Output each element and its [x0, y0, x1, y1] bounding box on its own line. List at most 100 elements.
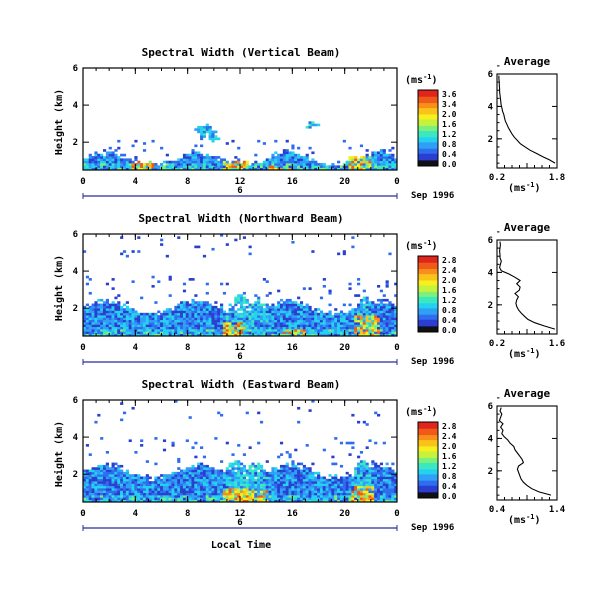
heatmap-cell [299, 499, 304, 503]
heatmap-cell [265, 310, 269, 314]
heatmap-cell [282, 158, 286, 162]
heatmap-cell [100, 298, 104, 302]
heatmap-cell [342, 483, 346, 487]
heatmap-cell [299, 326, 304, 330]
heatmap-cell [148, 483, 152, 487]
heatmap-cell [359, 331, 364, 334]
heatmap-cell [154, 319, 158, 323]
heatmap-cell [165, 490, 169, 494]
heatmap-cell [377, 488, 381, 491]
heatmap-cell [157, 490, 161, 494]
colorbar-swatch [418, 485, 438, 487]
heatmap-cell [348, 156, 352, 159]
heatmap-cell [142, 490, 147, 494]
heatmap-cell [111, 153, 115, 157]
heatmap-cell [311, 331, 315, 334]
heatmap-cell [294, 481, 298, 484]
heatmap-cell [128, 315, 132, 318]
heatmap-cell [245, 163, 249, 166]
heatmap-cell [205, 165, 209, 168]
heatmap-cell [85, 167, 89, 171]
heatmap-cell [305, 312, 309, 316]
heatmap-cell [328, 317, 332, 321]
heatmap-cell [205, 497, 209, 500]
heatmap-cell [274, 471, 278, 475]
heatmap-cell [291, 476, 295, 480]
heatmap-cell [94, 151, 98, 155]
heatmap-cell [302, 485, 306, 489]
heatmap-cell [265, 303, 269, 307]
heatmap-cell [282, 163, 286, 166]
heatmap-cell [105, 331, 109, 334]
heatmap-cell [248, 469, 252, 473]
heatmap-cell [259, 308, 264, 311]
heatmap-cell [265, 317, 269, 321]
heatmap-cell [140, 476, 144, 480]
heatmap-cell [359, 301, 364, 304]
heatmap-cell [385, 476, 389, 480]
heatmap-cell [274, 312, 278, 316]
heatmap-cell [308, 490, 312, 494]
heatmap-cell [291, 331, 295, 334]
heatmap-cell [154, 478, 158, 482]
heatmap-cell [374, 324, 378, 328]
heatmap-cell [382, 324, 386, 328]
heatmap-cell [202, 319, 207, 323]
heatmap-cell [374, 474, 378, 477]
heatmap-cell [371, 317, 375, 321]
heatmap-cell [257, 296, 261, 300]
heatmap-cell [257, 441, 261, 445]
heatmap-cell [234, 165, 238, 168]
heatmap-cell [194, 163, 198, 166]
heatmap-cell [354, 483, 358, 487]
heatmap-cell [348, 490, 352, 494]
x-tick-label: 0 [80, 177, 85, 187]
heatmap-cell [111, 317, 115, 321]
heatmap-cell [274, 139, 278, 143]
heatmap-cell [262, 333, 266, 337]
heatmap-cell [314, 163, 318, 166]
heatmap-cell [388, 492, 392, 496]
heatmap-cell [151, 163, 155, 166]
heatmap-cell [222, 317, 227, 321]
heatmap-cell [317, 308, 321, 311]
heatmap-cell [188, 469, 192, 473]
colorbar-swatch [418, 130, 438, 133]
heatmap-cell [365, 467, 369, 470]
profile-y-tick-label: 6 [488, 236, 493, 246]
heatmap-cell [217, 474, 221, 477]
heatmap-cell [102, 492, 107, 496]
heatmap-cell [328, 319, 332, 323]
colorbar-tick-label: 0.8 [442, 306, 457, 315]
heatmap-cell [83, 160, 87, 164]
heatmap-cell [100, 156, 104, 159]
heatmap-cell [362, 333, 366, 337]
heatmap-cell [200, 474, 204, 477]
heatmap-cell [142, 492, 147, 496]
heatmap-cell [228, 464, 232, 468]
heatmap-cell [348, 324, 352, 328]
heatmap-cell [394, 282, 398, 286]
heatmap-cell [305, 481, 309, 484]
heatmap-cell [257, 310, 261, 314]
heatmap-cell [322, 492, 326, 496]
heatmap-cell [291, 495, 295, 498]
heatmap-cell [259, 312, 264, 316]
heatmap-cell [197, 478, 201, 482]
heatmap-cell [94, 156, 98, 159]
heatmap-cell [268, 488, 272, 491]
heatmap-cell [299, 333, 304, 337]
heatmap-cell [385, 492, 389, 496]
heatmap-cell [211, 481, 215, 484]
heatmap-cell [279, 333, 284, 337]
heatmap-cell [202, 310, 207, 314]
heatmap-cell [165, 319, 169, 323]
heatmap-cell [102, 160, 107, 164]
heatmap-cell [331, 331, 335, 334]
heatmap-cell [142, 149, 147, 152]
heatmap-cell [377, 163, 381, 166]
heatmap-cell [377, 160, 381, 164]
heatmap-cell [288, 333, 292, 337]
heatmap-cell [268, 329, 272, 332]
heatmap-cell [257, 490, 261, 494]
